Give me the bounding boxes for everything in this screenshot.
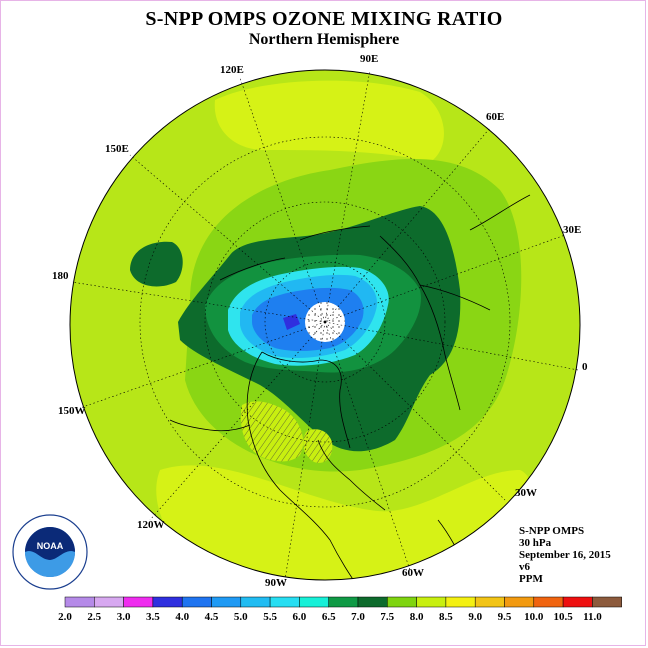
colorbar-labels: 2.0 2.5 3.0 3.5 4.0 4.5 5.0 5.5 6.0 6.5 7.0 7.5 8.0 8… — [58, 611, 602, 623]
lon-label-180: 180 — [52, 270, 69, 282]
colorbar-box — [357, 596, 388, 608]
lon-label-120e: 120E — [220, 64, 244, 76]
colorbar-label: 7.5 — [380, 611, 394, 623]
longitude-labels: 90E 60E 30E 0 30W 60W 90W 120W 150W 180 … — [52, 53, 588, 589]
lon-label-150w: 150W — [58, 405, 86, 417]
lon-label-60e: 60E — [486, 111, 504, 123]
lon-label-30e: 30E — [563, 224, 581, 236]
colorbar-box — [387, 596, 417, 608]
colorbar-label: 10.5 — [553, 611, 573, 623]
colorbar-label: 3.5 — [146, 611, 160, 623]
colorbar-label: 8.5 — [439, 611, 453, 623]
lon-label-120w: 120W — [137, 519, 165, 531]
colorbar-label: 10.0 — [524, 611, 544, 623]
info-date: September 16, 2015 — [519, 549, 611, 561]
colorbar-label: 5.0 — [234, 611, 248, 623]
colorbar-box — [211, 596, 242, 608]
colorbar-box — [328, 596, 359, 608]
colorbar-label: 6.5 — [322, 611, 336, 623]
colorbar-label: 4.5 — [205, 611, 219, 623]
colorbar-label: 9.0 — [468, 611, 482, 623]
lon-label-30w: 30W — [515, 487, 537, 499]
colorbar-label: 2.0 — [58, 611, 72, 623]
colorbar-label: 2.5 — [87, 611, 101, 623]
lon-label-90w: 90W — [265, 577, 287, 589]
colorbar-box — [416, 596, 447, 608]
colorbar-box — [533, 596, 564, 608]
colorbar-box — [94, 596, 124, 608]
map-subtitle: Northern Hemisphere — [248, 31, 400, 48]
info-product: S-NPP OMPS — [519, 525, 585, 537]
lon-label-150e: 150E — [105, 143, 129, 155]
colorbar-box — [269, 596, 300, 608]
lon-label-0: 0 — [582, 361, 588, 373]
colorbar-box — [64, 596, 95, 608]
info-level: 30 hPa — [519, 537, 552, 549]
field-deep-blue — [283, 314, 300, 330]
map-title: S-NPP OMPS OZONE MIXING RATIO — [145, 8, 503, 30]
colorbar-box — [299, 596, 329, 608]
colorbar-label: 3.0 — [117, 611, 131, 623]
colorbar-label: 8.0 — [410, 611, 424, 623]
colorbar-label: 7.0 — [351, 611, 365, 623]
info-version: v6 — [519, 561, 530, 573]
colorbar-boxes — [64, 596, 622, 608]
info-units: PPM — [519, 573, 543, 585]
field-dark-green-blob — [130, 241, 183, 287]
colorbar-box — [592, 596, 622, 608]
colorbar-box — [240, 596, 271, 608]
lon-label-90e: 90E — [360, 53, 378, 65]
colorbar-label: 11.0 — [583, 611, 602, 623]
map-boundary — [69, 69, 581, 581]
colorbar-label: 5.5 — [263, 611, 277, 623]
ozone-field — [70, 70, 580, 580]
field-high-upper — [214, 80, 444, 162]
colorbar-label: 4.0 — [175, 611, 189, 623]
colorbar-label: 6.0 — [293, 611, 307, 623]
colorbar-box — [474, 596, 505, 608]
colorbar-box — [123, 596, 154, 608]
info-block: S-NPP OMPS 30 hPa September 16, 2015 v6 … — [519, 525, 611, 585]
colorbar-box — [152, 596, 183, 608]
colorbar-label: 9.5 — [498, 611, 512, 623]
colorbar-box — [504, 596, 535, 608]
graticule — [71, 69, 579, 581]
lon-label-60w: 60W — [402, 567, 424, 579]
colorbar-box — [181, 596, 212, 608]
noaa-logo-text: NOAA — [37, 541, 64, 551]
noaa-logo: NOAA — [12, 514, 88, 590]
colorbar-box — [562, 596, 593, 608]
colorbar-box — [445, 596, 476, 608]
